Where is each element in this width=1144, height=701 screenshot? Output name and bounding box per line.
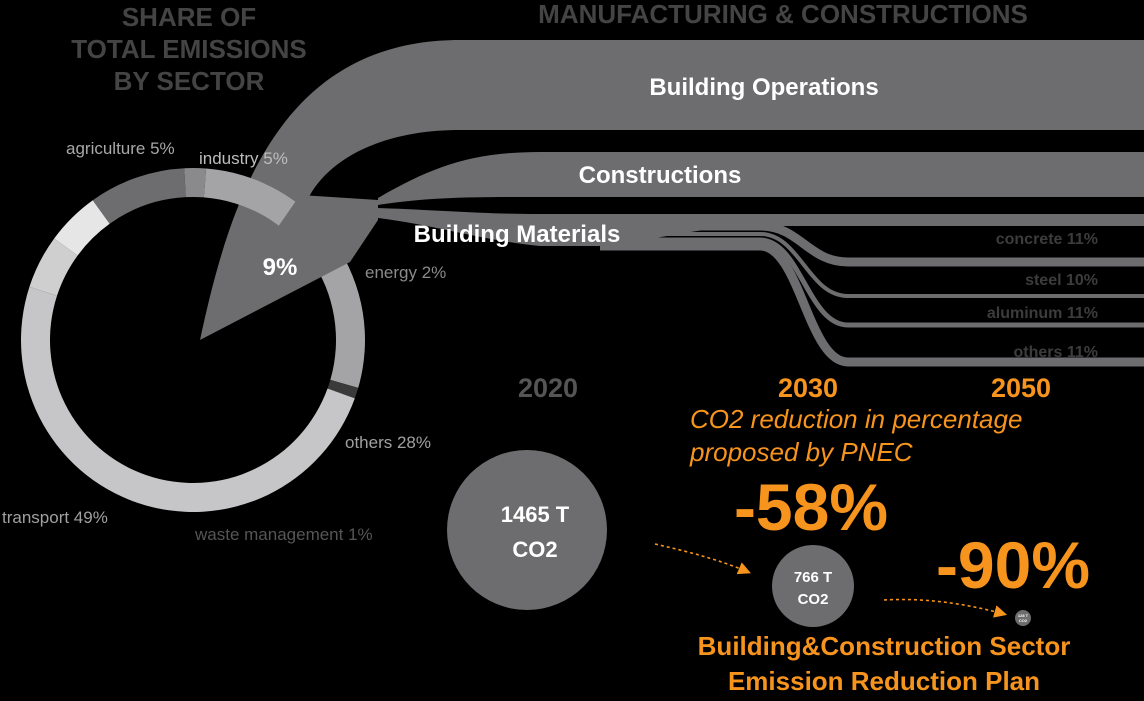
reduction-2050-pct: -90% bbox=[936, 528, 1090, 602]
material-labels: concrete 11% steel 10% aluminum 11% othe… bbox=[987, 231, 1098, 361]
manufacturing-wedge bbox=[200, 195, 378, 340]
bubble-2030-circle bbox=[772, 545, 854, 627]
constructions-label: Constructions bbox=[579, 162, 742, 189]
bubble-2030: 766 T CO2 bbox=[772, 545, 854, 627]
flow-constructions bbox=[378, 152, 1144, 205]
material-others-label: others 11% bbox=[1014, 344, 1098, 361]
year-2050: 2050 bbox=[991, 373, 1051, 403]
material-line-concrete bbox=[600, 221, 1144, 267]
reduction-caption-line1: CO2 reduction in percentage bbox=[690, 404, 1022, 434]
donut-slice-others bbox=[203, 168, 365, 388]
bubble-2050-unit: CO2 bbox=[1019, 618, 1028, 623]
sankey-flows bbox=[200, 40, 1144, 340]
bubble-2050: 128 T CO2 bbox=[1015, 610, 1031, 626]
year-2020: 2020 bbox=[518, 373, 578, 403]
bubble-2050-circle bbox=[1015, 610, 1031, 626]
bubble-2020-unit: CO2 bbox=[512, 537, 557, 562]
donut-slice-energy bbox=[184, 168, 207, 198]
label-agriculture: agriculture 5% bbox=[66, 139, 175, 158]
flow-building-operations bbox=[200, 40, 1144, 340]
bubble-2020-amount: 1465 T bbox=[501, 502, 570, 527]
material-aluminum-label: aluminum 11% bbox=[987, 305, 1098, 322]
reduction-caption-line2: proposed by PNEC bbox=[689, 437, 913, 467]
donut-slice-waste-management bbox=[327, 379, 359, 399]
material-steel-label: steel 10% bbox=[1025, 272, 1098, 289]
manufacturing-share-label: 9% bbox=[263, 254, 298, 281]
sector-labels: agriculture 5% industry 5% energy 2% oth… bbox=[2, 139, 446, 544]
label-transport: transport 49% bbox=[2, 508, 108, 527]
material-line-others bbox=[600, 241, 1144, 367]
label-energy: energy 2% bbox=[365, 263, 446, 282]
share-title-line1: SHARE OF bbox=[122, 2, 256, 32]
material-line-aluminum bbox=[600, 237, 1144, 328]
label-others: others 28% bbox=[345, 433, 431, 452]
material-line-steel bbox=[600, 232, 1144, 298]
bubble-2020-circle bbox=[447, 450, 607, 610]
bubble-2020: 1465 T CO2 bbox=[447, 450, 607, 610]
share-title: SHARE OF TOTAL EMISSIONS BY SECTOR bbox=[71, 2, 306, 96]
sector-donut-chart bbox=[21, 168, 365, 512]
share-title-line3: BY SECTOR bbox=[114, 66, 265, 96]
donut-slice-industry bbox=[54, 200, 110, 256]
flow-building-materials bbox=[378, 208, 1144, 246]
plan-title-line1: Building&Construction Sector bbox=[698, 631, 1071, 661]
share-title-line2: TOTAL EMISSIONS bbox=[71, 34, 306, 64]
material-concrete-label: concrete 11% bbox=[996, 231, 1098, 248]
arrow-2030-2050 bbox=[883, 598, 1008, 618]
donut-slice-agriculture bbox=[29, 238, 78, 296]
reduction-2030-pct: -58% bbox=[734, 470, 888, 544]
donut-slice-transport bbox=[21, 286, 355, 512]
building-materials-label: Building Materials bbox=[414, 221, 621, 248]
manufacturing-title: MANUFACTURING & CONSTRUCTIONS bbox=[538, 0, 1028, 29]
bubble-2030-amount: 766 T bbox=[794, 569, 832, 586]
building-operations-label: Building Operations bbox=[649, 74, 878, 101]
bubble-2050-amount: 128 T bbox=[1018, 613, 1029, 618]
donut-slice-manufacturing-constructions bbox=[92, 168, 186, 224]
label-industry: industry 5% bbox=[199, 149, 288, 168]
label-waste-management: waste management 1% bbox=[194, 525, 373, 544]
arrow-2020-2030 bbox=[654, 543, 751, 575]
year-2030: 2030 bbox=[778, 373, 838, 403]
material-split-lines bbox=[600, 221, 1144, 367]
bubble-2030-unit: CO2 bbox=[798, 591, 829, 608]
plan-title-line2: Emission Reduction Plan bbox=[728, 666, 1040, 696]
